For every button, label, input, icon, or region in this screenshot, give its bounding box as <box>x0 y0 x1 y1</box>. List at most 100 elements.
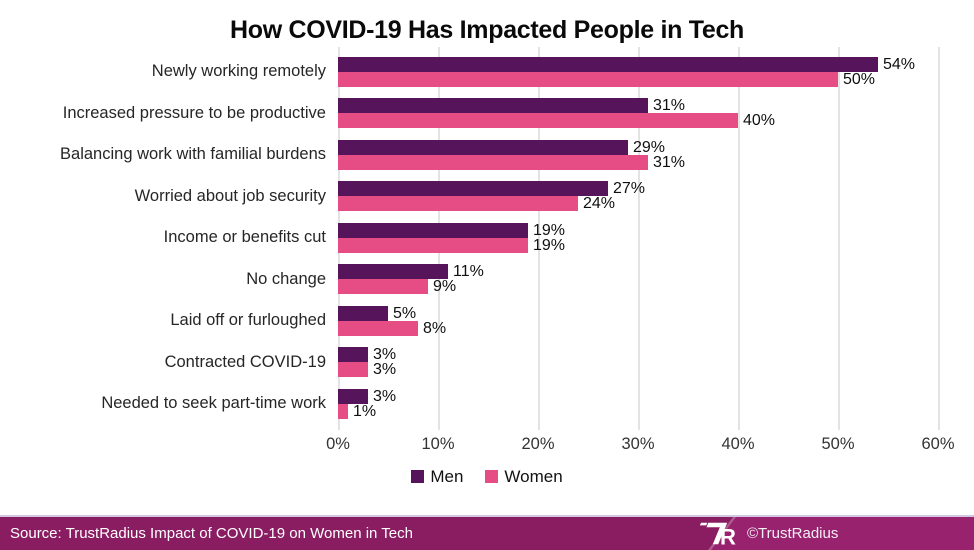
bar-women <box>338 320 418 336</box>
bar-line-women: 31% <box>338 153 938 171</box>
bar-line-women: 9% <box>338 278 938 296</box>
value-label: 50% <box>843 70 876 88</box>
category-label: Newly working remotely <box>151 62 326 81</box>
bar-men <box>338 222 528 238</box>
gridline <box>538 47 540 430</box>
category-label: Contracted COVID-19 <box>164 352 326 371</box>
value-label: 3% <box>373 361 397 379</box>
value-label: 3% <box>373 346 397 364</box>
footer-credit-text: ©TrustRadius <box>747 525 839 542</box>
x-tick-label: 30% <box>621 434 655 453</box>
table-row: Contracted COVID-19 3% 3% <box>0 342 974 384</box>
table-row: Increased pressure to be productive 31% 40… <box>0 93 974 135</box>
bar-women <box>338 362 368 378</box>
bar-line-women: 40% <box>338 112 938 130</box>
x-tick-label: 40% <box>721 434 755 453</box>
bar-line-men: 31% <box>338 98 938 114</box>
bars-group: 3% 1% <box>338 383 938 425</box>
bar-women <box>338 71 838 87</box>
table-row: Worried about job security 27% 24% <box>0 176 974 218</box>
bar-line-men: 3% <box>338 346 938 364</box>
bars-group: 54% 50% <box>338 51 938 93</box>
value-label: 5% <box>393 304 417 322</box>
category-label: Income or benefits cut <box>163 228 326 247</box>
x-tick-label: 60% <box>921 434 955 453</box>
bar-line-men: 29% <box>338 138 938 156</box>
bar-women <box>338 403 348 419</box>
bars-group: 19% 19% <box>338 217 938 259</box>
bar-line-men: 27% <box>338 180 938 198</box>
chart-plot-region: Newly working remotely 54% 50% Increased pr… <box>0 47 974 430</box>
bar-women <box>338 154 648 170</box>
value-label: 27% <box>613 180 646 198</box>
legend: Men Women <box>0 467 974 487</box>
category-label: Balancing work with familial burdens <box>60 145 326 164</box>
bar-women <box>338 237 528 253</box>
value-label: 24% <box>583 195 616 213</box>
value-label: 29% <box>633 138 666 156</box>
table-row: Laid off or furloughed 5% 8% <box>0 300 974 342</box>
table-row: Needed to seek part-time work 3% 1% <box>0 383 974 425</box>
bar-men <box>338 264 448 280</box>
legend-label: Men <box>430 466 464 486</box>
bar-line-women: 19% <box>338 236 938 254</box>
bar-line-women: 1% <box>338 402 938 420</box>
table-row: Newly working remotely 54% 50% <box>0 51 974 93</box>
bar-line-women: 8% <box>338 319 938 337</box>
bar-rows-container: Newly working remotely 54% 50% Increased pr… <box>0 51 974 425</box>
svg-text:R: R <box>720 524 736 547</box>
table-row: No change 11% 9% <box>0 259 974 301</box>
footer: Source: TrustRadius Impact of COVID-19 o… <box>0 515 974 550</box>
bar-men <box>338 181 608 197</box>
legend-item-men: Men <box>411 467 463 487</box>
gridline <box>738 47 740 430</box>
value-label: 31% <box>653 153 686 171</box>
footer-accent-line <box>0 515 974 517</box>
category-label: Needed to seek part-time work <box>101 394 326 413</box>
bar-line-men: 5% <box>338 304 938 322</box>
bar-men <box>338 388 368 404</box>
footer-branding: R ©TrustRadius <box>700 517 838 550</box>
bars-group: 5% 8% <box>338 300 938 342</box>
value-label: 8% <box>423 319 447 337</box>
footer-right-section <box>710 517 974 550</box>
x-tick-label: 20% <box>521 434 555 453</box>
bars-group: 27% 24% <box>338 176 938 218</box>
footer-bar: Source: TrustRadius Impact of COVID-19 o… <box>0 517 974 550</box>
bars-group: 11% 9% <box>338 259 938 301</box>
category-label: Increased pressure to be productive <box>62 103 326 122</box>
bar-line-men: 54% <box>338 55 938 73</box>
bars-group: 31% 40% <box>338 93 938 135</box>
value-label: 54% <box>883 55 916 73</box>
bar-men <box>338 139 628 155</box>
bar-line-men: 3% <box>338 388 938 404</box>
value-label: 9% <box>433 278 457 296</box>
bars-group: 29% 31% <box>338 134 938 176</box>
gridline <box>638 47 640 430</box>
bar-line-women: 3% <box>338 361 938 379</box>
x-tick-label: 50% <box>821 434 855 453</box>
x-tick-label: 0% <box>326 434 350 453</box>
category-label: Worried about job security <box>134 186 326 205</box>
bars-group: 3% 3% <box>338 342 938 384</box>
bar-women <box>338 279 428 295</box>
gridline <box>838 47 840 430</box>
bar-line-men: 19% <box>338 222 938 238</box>
legend-item-women: Women <box>485 466 563 487</box>
bar-line-women: 50% <box>338 70 938 88</box>
legend-label: Women <box>504 466 563 486</box>
bar-men <box>338 305 388 321</box>
category-label: Laid off or furloughed <box>170 311 326 330</box>
trustradius-logo-icon: R <box>700 522 736 547</box>
value-label: 40% <box>743 112 776 130</box>
value-label: 1% <box>353 402 377 420</box>
bar-line-men: 11% <box>338 264 938 280</box>
category-label: No change <box>246 269 326 288</box>
value-label: 19% <box>533 236 566 254</box>
bar-line-women: 24% <box>338 195 938 213</box>
bar-men <box>338 56 878 72</box>
x-tick-label: 10% <box>421 434 455 453</box>
table-row: Income or benefits cut 19% 19% <box>0 217 974 259</box>
legend-swatch-men <box>411 470 425 483</box>
